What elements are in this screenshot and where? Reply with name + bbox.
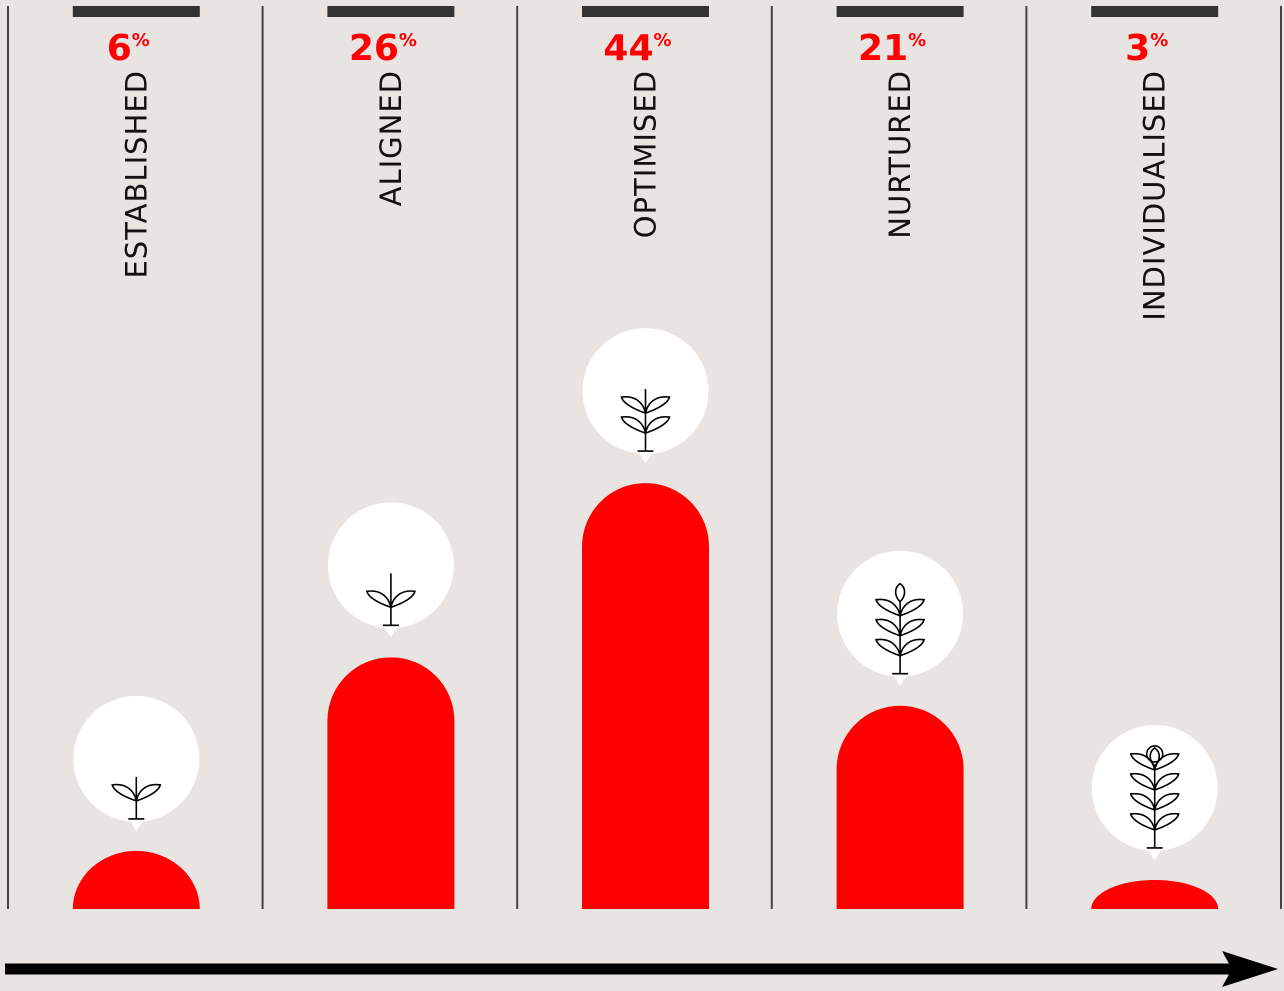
plant-bubble bbox=[73, 695, 200, 831]
bar bbox=[582, 483, 709, 909]
bar bbox=[836, 705, 964, 909]
header-bar bbox=[327, 6, 455, 17]
plant-icon bbox=[894, 582, 906, 603]
plant-icon bbox=[1145, 745, 1164, 763]
plant-icon bbox=[899, 598, 926, 617]
bubble-pointer bbox=[128, 818, 145, 831]
bar bbox=[327, 657, 455, 909]
bubble-pointer bbox=[892, 673, 909, 686]
plant-icon bbox=[644, 415, 671, 434]
value-label: 3% bbox=[1125, 28, 1168, 69]
category-label: OPTIMISED bbox=[629, 70, 663, 238]
plant-bubble bbox=[1091, 724, 1218, 860]
bar bbox=[72, 850, 200, 909]
header-bar bbox=[72, 6, 200, 17]
plant-icon bbox=[365, 590, 392, 609]
plant-icon bbox=[875, 618, 901, 637]
bubble-pointer bbox=[382, 625, 399, 638]
plant-icon bbox=[1153, 812, 1180, 831]
plant-icon bbox=[875, 598, 901, 617]
value-label: 21% bbox=[858, 28, 926, 69]
plant-icon bbox=[899, 638, 926, 657]
plant-icon bbox=[390, 590, 416, 609]
plant-icon bbox=[1153, 792, 1180, 811]
plant-bubble bbox=[837, 550, 964, 686]
bubble-pointer bbox=[637, 451, 654, 464]
plant-icon bbox=[875, 638, 901, 657]
category-label: ALIGNED bbox=[374, 70, 408, 206]
progress-arrow bbox=[5, 951, 1278, 987]
header-bar bbox=[582, 6, 709, 17]
bar bbox=[1091, 879, 1219, 909]
bubble bbox=[73, 695, 200, 822]
value-label: 44% bbox=[603, 28, 671, 69]
category-label: ESTABLISHED bbox=[119, 70, 153, 279]
plant-icon bbox=[1129, 812, 1156, 831]
plant-icon bbox=[1129, 792, 1156, 811]
plant-icon bbox=[644, 395, 671, 414]
category-label: NURTURED bbox=[883, 70, 917, 239]
plant-icon bbox=[135, 783, 162, 802]
plant-icon bbox=[1129, 772, 1156, 791]
plant-icon bbox=[899, 618, 926, 637]
category-label: INDIVIDUALISED bbox=[1138, 70, 1172, 321]
value-label: 6% bbox=[107, 28, 150, 69]
bubble-pointer bbox=[1146, 847, 1163, 860]
plant-icon bbox=[620, 415, 647, 434]
plant-bubble bbox=[327, 502, 454, 638]
bubble bbox=[327, 502, 454, 629]
plant-bubble bbox=[582, 328, 709, 464]
plant-icon bbox=[620, 395, 647, 414]
header-bar bbox=[1091, 6, 1219, 17]
plant-icon bbox=[1153, 772, 1180, 791]
header-bar bbox=[836, 6, 964, 17]
plant-icon bbox=[111, 783, 138, 802]
value-label: 26% bbox=[349, 28, 417, 69]
